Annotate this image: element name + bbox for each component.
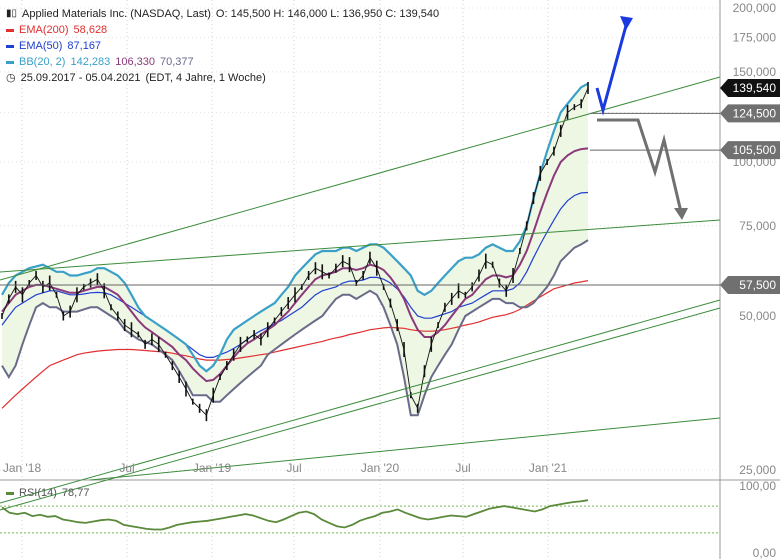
ema200-line bbox=[1, 280, 589, 409]
bb-upper-line bbox=[1, 82, 589, 373]
rsi-legend: RSI(14) 78,77 bbox=[6, 487, 89, 499]
price-series bbox=[1, 81, 589, 422]
price-labels: 139,540 124,500 105,500 57,500 bbox=[720, 78, 780, 294]
bollinger-bands bbox=[2, 83, 588, 416]
y-tick-label: 50,000 bbox=[739, 309, 776, 323]
y-tick-label: 200,000 bbox=[733, 1, 777, 15]
ema200-swatch bbox=[6, 28, 14, 32]
price-badge-label: 139,540 bbox=[733, 81, 777, 95]
price-badge-label: 105,500 bbox=[733, 143, 777, 157]
price-badge bbox=[720, 104, 780, 123]
clock-icon: ◷ bbox=[6, 72, 16, 84]
legend-title: Applied Materials Inc. (NASDAQ, Last) bbox=[22, 8, 211, 20]
price-badge bbox=[720, 78, 780, 97]
x-tick-label: Jul bbox=[286, 461, 301, 475]
rsi-swatch bbox=[6, 491, 14, 495]
trendline-middle bbox=[0, 219, 721, 273]
x-tick-label: Jan '18 bbox=[3, 461, 42, 475]
legend-period: 25.09.2017 - 05.04.2021 bbox=[20, 72, 141, 84]
scenario-arrowhead-down bbox=[674, 208, 688, 220]
price-line bbox=[1, 87, 589, 417]
ema50-swatch bbox=[6, 44, 14, 48]
legend-bb-mid: 106,330 bbox=[115, 56, 155, 68]
trendline-lower-2 bbox=[0, 307, 721, 511]
trendlines bbox=[0, 16, 721, 511]
x-tick-label: Jan '20 bbox=[361, 461, 400, 475]
rsi-line bbox=[1, 499, 589, 531]
scenario-arrow-down bbox=[597, 118, 683, 213]
y-tick-label: 75,000 bbox=[739, 219, 776, 233]
ema50-line bbox=[1, 191, 589, 358]
x-tick-label: Jan '21 bbox=[529, 461, 568, 475]
x-tick-label: Jan '19 bbox=[193, 461, 232, 475]
bb-mid-line bbox=[1, 147, 589, 383]
legend-ema50-label: EMA(50) bbox=[19, 40, 63, 52]
trendline-lower-1 bbox=[0, 299, 721, 504]
rsi-value: 78,77 bbox=[61, 487, 90, 499]
y-axis: 200,000175,000150,000125,000100,00075,00… bbox=[733, 1, 777, 477]
legend-bb-lower: 70,377 bbox=[160, 56, 194, 68]
legend-ema200-value: 58,628 bbox=[73, 24, 108, 36]
scenario-arrowhead-up bbox=[620, 16, 633, 30]
rsi-panel: 100,00 0,00 bbox=[0, 479, 776, 559]
x-tick-label: Jul bbox=[119, 461, 134, 475]
trendline-upper bbox=[0, 76, 721, 281]
scenario-arrow-up bbox=[595, 21, 629, 116]
price-badge-label: 57,500 bbox=[739, 278, 776, 292]
y-tick-label: 175,000 bbox=[733, 31, 777, 45]
x-tick-label: Jul bbox=[455, 461, 470, 475]
legend-ema50-value: 87,167 bbox=[67, 40, 102, 52]
y-tick-label: 25,000 bbox=[739, 463, 776, 477]
legend-bb-label: BB(20, 2) bbox=[19, 56, 66, 68]
legend-bb-upper: 142,283 bbox=[70, 56, 111, 68]
x-axis: Jan '18 Jul Jan '19 Jul Jan '20 Jul Jan '21 bbox=[3, 461, 568, 475]
legend-ohlc: O: 145,500 H: 146,000 L: 136,950 C: 139,… bbox=[215, 8, 440, 20]
candlestick-icon: ▮▯ bbox=[6, 8, 18, 19]
price-badge bbox=[720, 141, 780, 160]
rsi-label: RSI(14) bbox=[19, 487, 57, 499]
indicator-lines bbox=[1, 82, 589, 417]
price-badge-label: 124,500 bbox=[733, 106, 777, 120]
bb-swatch bbox=[6, 60, 14, 64]
bollinger-fill bbox=[2, 83, 588, 416]
rsi-tick-label: 0,00 bbox=[753, 546, 777, 559]
y-tick-label: 150,000 bbox=[733, 65, 777, 79]
bb-lower-line bbox=[1, 239, 589, 417]
legend-period-info: (EDT, 4 Jahre, 1 Woche) bbox=[145, 72, 266, 84]
rsi-tick-label: 100,00 bbox=[739, 479, 776, 493]
chart-legend: ▮▯ Applied Materials Inc. (NASDAQ, Last)… bbox=[6, 6, 439, 86]
trendline-bottom bbox=[89, 417, 721, 481]
legend-ema200-label: EMA(200) bbox=[19, 24, 69, 36]
price-badge bbox=[720, 275, 780, 294]
